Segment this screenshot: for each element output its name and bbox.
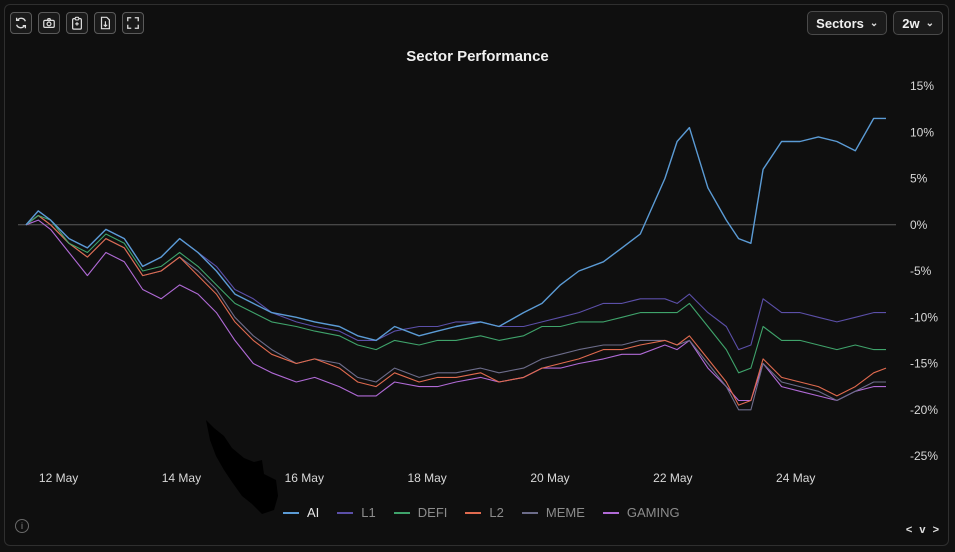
refresh-button[interactable]	[10, 12, 32, 34]
series-line-gaming	[25, 219, 886, 402]
screenshot-button[interactable]	[38, 12, 60, 34]
legend-item-gaming[interactable]: GAMING	[602, 505, 680, 520]
info-icon[interactable]: i	[15, 519, 29, 533]
download-button[interactable]	[94, 12, 116, 34]
series-line-l2	[25, 214, 887, 406]
sector-select-label: Sectors	[816, 15, 864, 31]
y-tick-label: -25%	[910, 449, 938, 463]
chevron-down-icon: ⌄	[925, 17, 934, 29]
sector-select[interactable]: Sectors ⌄	[807, 11, 888, 35]
x-tick-label: 20 May	[530, 471, 569, 485]
y-tick-label: -20%	[910, 403, 938, 417]
legend-swatch	[602, 511, 619, 514]
y-tick-label: 0%	[910, 218, 928, 232]
legend-label: AI	[307, 505, 320, 520]
series-line-ai	[25, 117, 886, 342]
legend-swatch	[337, 511, 354, 514]
legend-item-meme[interactable]: MEME	[521, 505, 585, 520]
series-line-defi	[25, 214, 886, 374]
y-tick-label: 5%	[910, 172, 928, 186]
y-tick-label: 10%	[910, 125, 934, 139]
toolbar	[10, 12, 144, 34]
refresh-icon	[15, 17, 27, 29]
y-tick-label: -15%	[910, 357, 938, 371]
legend-swatch	[283, 511, 299, 514]
download-file-icon	[100, 16, 110, 30]
chart-panel	[4, 4, 949, 546]
legend-swatch	[465, 511, 482, 514]
x-tick-label: 16 May	[285, 471, 324, 485]
chart-title: Sector Performance	[406, 48, 549, 65]
pager-nav[interactable]: < v >	[905, 524, 941, 536]
camera-icon	[43, 18, 55, 28]
legend-label: DEFI	[417, 505, 448, 520]
legend-label: GAMING	[626, 505, 680, 520]
clipboard-icon	[72, 16, 82, 30]
x-tick-label: 12 May	[39, 471, 78, 485]
chevron-down-icon: ⌄	[869, 17, 879, 29]
legend-swatch	[521, 511, 538, 514]
y-tick-label: 15%	[910, 79, 934, 93]
chart-legend: AI L1 DEFI L2 MEME GAMING	[283, 505, 680, 520]
legend-label: MEME	[545, 505, 585, 520]
legend-item-ai[interactable]: AI	[283, 505, 319, 520]
x-tick-label: 14 May	[162, 471, 201, 485]
x-tick-label: 18 May	[407, 471, 446, 485]
legend-label: L1	[361, 505, 376, 520]
legend-item-l1[interactable]: L1	[337, 505, 376, 520]
legend-item-l2[interactable]: L2	[465, 505, 504, 520]
range-select[interactable]: 2w ⌄	[893, 11, 943, 35]
legend-item-defi[interactable]: DEFI	[393, 505, 448, 520]
y-tick-label: -10%	[910, 310, 938, 324]
legend-swatch	[393, 511, 410, 514]
copy-button[interactable]	[66, 12, 88, 34]
legend-label: L2	[489, 505, 504, 520]
x-tick-label: 24 May	[776, 471, 815, 485]
fullscreen-icon	[127, 17, 139, 29]
y-tick-label: -5%	[910, 264, 932, 278]
ink-blot	[206, 420, 278, 514]
chart-controls: Sectors ⌄ 2w ⌄	[807, 11, 943, 35]
range-select-label: 2w	[902, 15, 920, 31]
x-tick-label: 22 May	[653, 471, 692, 485]
series-line-l1	[25, 210, 886, 351]
fullscreen-button[interactable]	[122, 12, 144, 34]
